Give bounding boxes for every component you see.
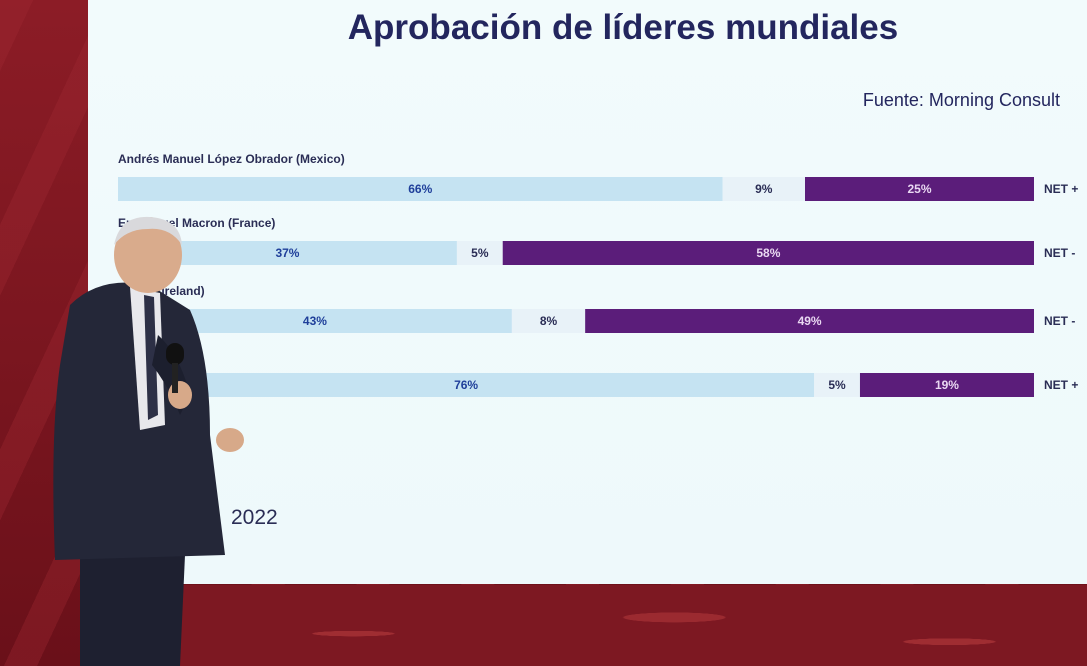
bar-segment-neutral (511, 309, 586, 333)
data-label: 9% (755, 182, 773, 196)
bar-segment-approve (118, 373, 815, 397)
bar-segment-disapprove (585, 309, 1034, 333)
net-label: NET - (1044, 314, 1075, 328)
net-label: NET + (1044, 378, 1078, 392)
category-label: Andrés Manuel López Obrador (Mexico) (118, 152, 345, 166)
bar-segment-approve (118, 177, 723, 201)
data-label: 76% (454, 378, 478, 392)
bar-segment-disapprove (805, 177, 1034, 201)
slide-year: 2022 (231, 506, 278, 529)
chart-title: Aprobación de líderes mundiales (347, 8, 899, 47)
floor-decoration (170, 585, 1087, 666)
data-label: 37% (275, 246, 299, 260)
data-label: 5% (471, 246, 489, 260)
data-label: 58% (756, 246, 780, 260)
bar-segment-neutral (456, 241, 503, 265)
bar-segment-neutral (814, 373, 860, 397)
data-label: 49% (798, 314, 822, 328)
chart-source: Fuente: Morning Consult (862, 90, 1060, 110)
presentation-screen: Aprobación de líderes mundiales Fuente: … (88, 0, 1087, 584)
data-label: 19% (935, 378, 959, 392)
net-label: NET - (1044, 246, 1075, 260)
data-label: 8% (540, 314, 558, 328)
bar-segment-neutral (722, 177, 805, 201)
data-label: 66% (408, 182, 432, 196)
bar-segment-disapprove (502, 241, 1035, 265)
net-label: NET + (1044, 182, 1078, 196)
speaker-figure (53, 216, 244, 666)
data-label: 25% (907, 182, 931, 196)
bar-segment-disapprove (859, 373, 1034, 397)
data-label: 43% (303, 314, 327, 328)
data-label: 5% (828, 378, 846, 392)
